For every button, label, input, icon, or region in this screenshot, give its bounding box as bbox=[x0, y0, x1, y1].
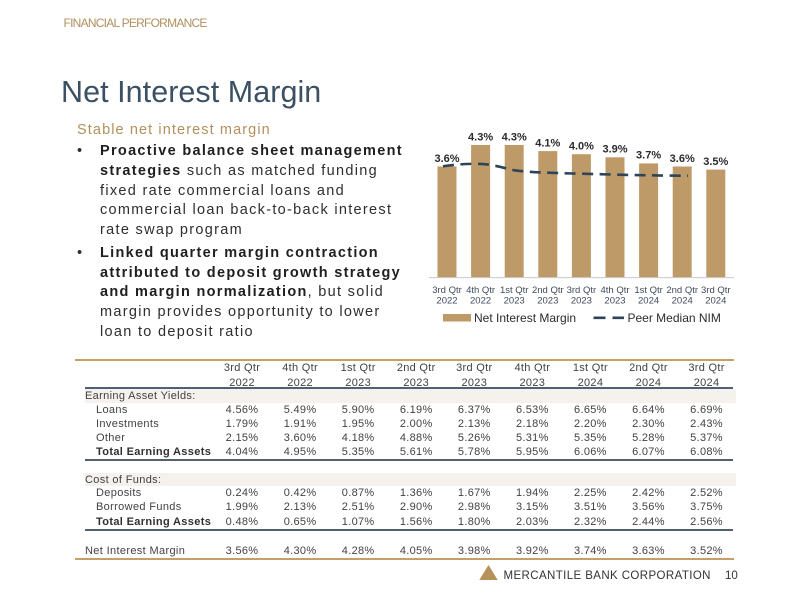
svg-text:4th Qtr: 4th Qtr bbox=[466, 285, 495, 296]
svg-text:4.3%: 4.3% bbox=[468, 131, 493, 143]
svg-text:4.0%: 4.0% bbox=[569, 141, 594, 153]
svg-text:3rd Qtr: 3rd Qtr bbox=[567, 285, 597, 296]
svg-text:2nd Qtr: 2nd Qtr bbox=[666, 285, 698, 296]
svg-text:2nd Qtr: 2nd Qtr bbox=[532, 285, 564, 296]
svg-text:3.6%: 3.6% bbox=[670, 153, 695, 165]
svg-text:3rd Qtr: 3rd Qtr bbox=[432, 285, 462, 296]
svg-text:2023: 2023 bbox=[571, 295, 592, 306]
svg-text:3.9%: 3.9% bbox=[602, 144, 627, 156]
svg-text:4.1%: 4.1% bbox=[535, 137, 560, 149]
svg-text:Peer Median NIM: Peer Median NIM bbox=[628, 311, 721, 325]
svg-text:3.5%: 3.5% bbox=[703, 156, 728, 168]
svg-text:1st Qtr: 1st Qtr bbox=[500, 285, 529, 296]
svg-text:2024: 2024 bbox=[638, 295, 659, 306]
svg-text:2024: 2024 bbox=[705, 295, 726, 306]
svg-text:4th Qtr: 4th Qtr bbox=[600, 285, 629, 296]
svg-text:1st Qtr: 1st Qtr bbox=[634, 285, 663, 296]
svg-text:3.6%: 3.6% bbox=[434, 153, 459, 165]
svg-text:2023: 2023 bbox=[504, 295, 525, 306]
svg-text:2022: 2022 bbox=[436, 295, 457, 306]
svg-text:3.7%: 3.7% bbox=[636, 150, 661, 162]
svg-text:Net Interest Margin: Net Interest Margin bbox=[474, 311, 576, 325]
svg-text:2024: 2024 bbox=[672, 295, 693, 306]
svg-text:2023: 2023 bbox=[537, 295, 558, 306]
svg-text:4.3%: 4.3% bbox=[502, 131, 527, 143]
svg-text:2022: 2022 bbox=[470, 295, 491, 306]
svg-text:2023: 2023 bbox=[604, 295, 625, 306]
svg-text:3rd Qtr: 3rd Qtr bbox=[701, 285, 731, 296]
